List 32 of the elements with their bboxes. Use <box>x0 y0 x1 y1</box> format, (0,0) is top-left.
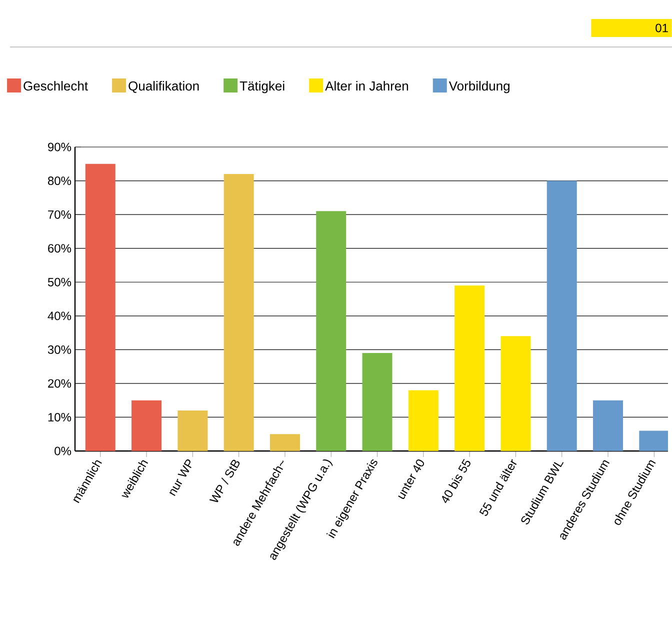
bar <box>454 285 485 451</box>
legend-label: Geschlecht <box>24 81 88 91</box>
bar <box>408 390 438 451</box>
legend-label: Tätigkei <box>240 81 284 94</box>
legend-label: Qualifikation <box>128 81 199 93</box>
y-tick-label: 40% <box>48 312 72 320</box>
x-tick-label: 40 bis 55 <box>442 458 470 504</box>
x-tick-label: WP / StB <box>209 460 240 502</box>
y-tick-label: 90% <box>48 142 72 152</box>
bar <box>362 353 392 451</box>
y-tick-label: 50% <box>48 278 72 286</box>
y-tick-label: 60% <box>48 244 72 253</box>
legend-label: Vorbildung <box>448 81 510 94</box>
x-tick-label: nur WP <box>169 459 192 496</box>
bar <box>132 400 162 451</box>
y-tick-label: 80% <box>48 176 72 186</box>
bar <box>178 410 208 451</box>
bar <box>224 174 254 451</box>
bar <box>546 180 577 451</box>
y-tick-label: 20% <box>48 379 72 388</box>
legend-label: Alter in Jahren <box>325 81 408 91</box>
bar <box>500 336 531 451</box>
bar <box>316 211 346 451</box>
y-tick-label: 10% <box>48 412 72 422</box>
y-tick-label: 70% <box>48 210 72 219</box>
text: 01 <box>656 24 668 32</box>
bar <box>270 434 300 451</box>
y-tick-label: 30% <box>48 345 72 354</box>
bar <box>593 400 624 451</box>
bar <box>639 430 668 451</box>
bar <box>85 164 116 451</box>
y-tick-label: 0% <box>54 446 72 456</box>
